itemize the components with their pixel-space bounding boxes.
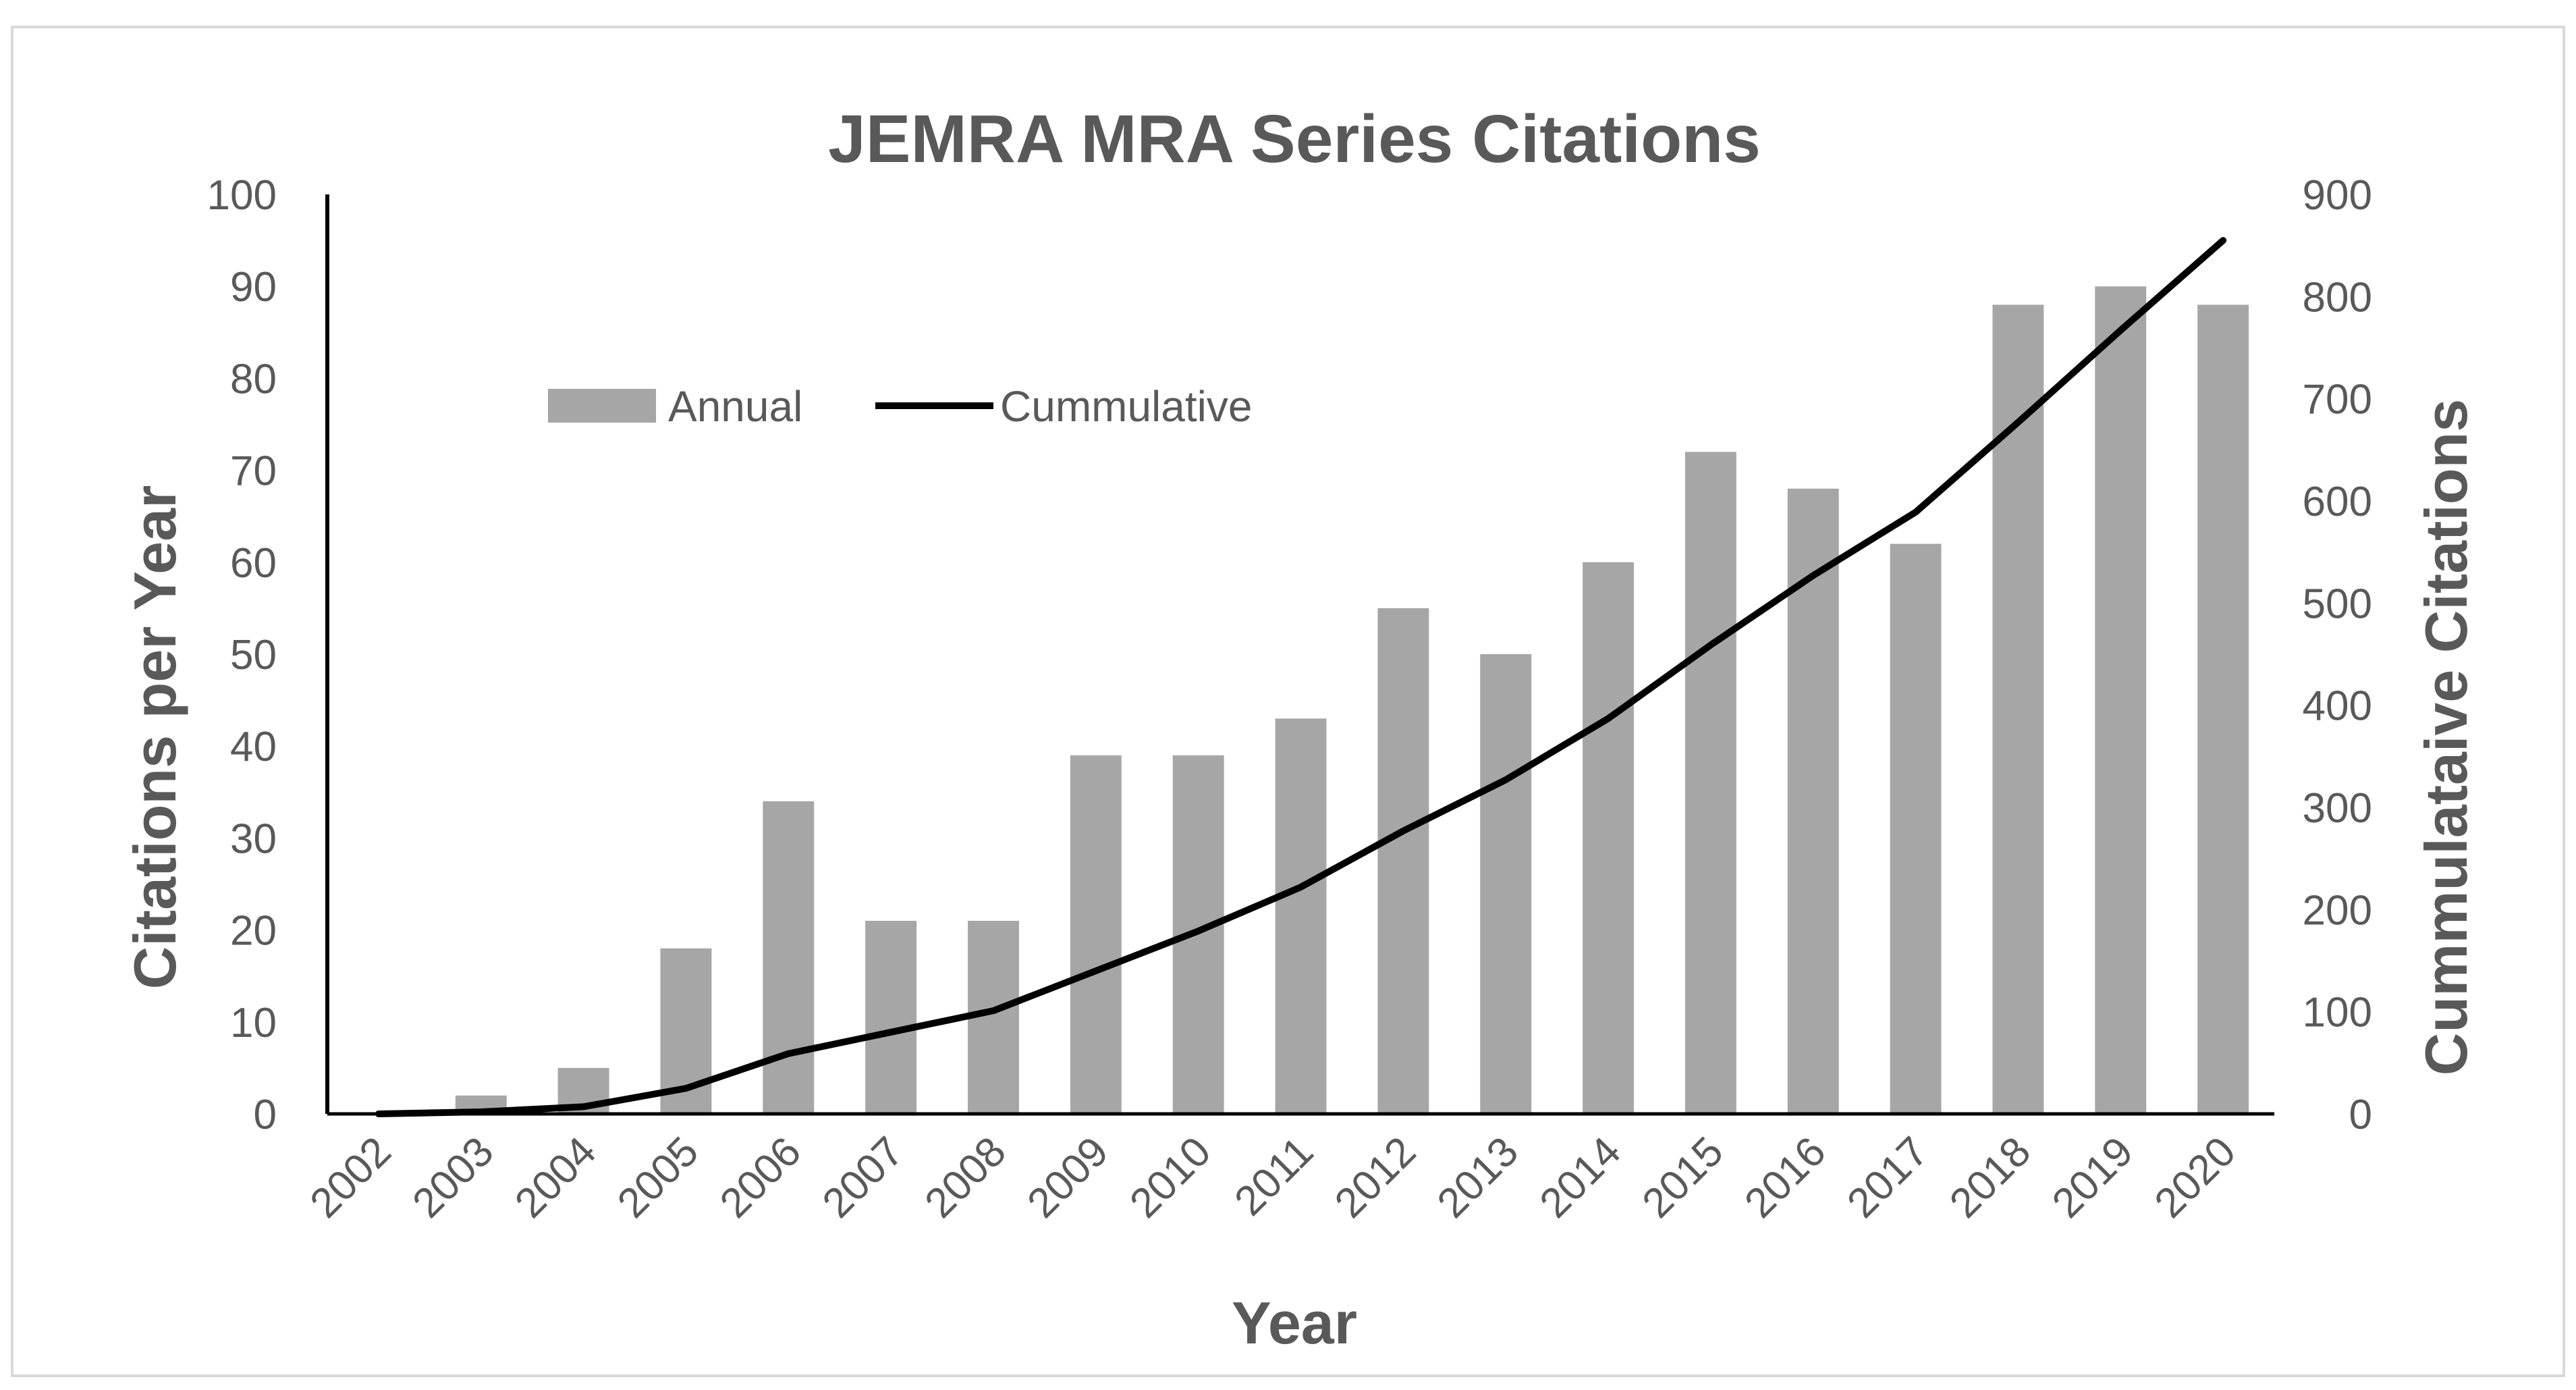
y2-tick-label: 100	[2303, 990, 2372, 1036]
y2-tick-label: 200	[2303, 887, 2372, 934]
y-tick-label: 20	[230, 908, 277, 955]
y-tick-label: 0	[254, 1092, 277, 1138]
legend: Annual Cummulative	[548, 382, 1252, 431]
line-series-cumulative	[375, 237, 2227, 1117]
bar-2012	[1377, 608, 1429, 1114]
y2-tick-label: 300	[2303, 785, 2372, 832]
y-tick-label: 80	[230, 356, 277, 402]
y-tick-label: 40	[230, 724, 277, 770]
bar-2013	[1480, 654, 1532, 1114]
y-tick-label: 50	[230, 632, 277, 678]
bar-series-annual	[455, 286, 2249, 1115]
y-axis-title: Citations per Year	[121, 485, 188, 990]
legend-label-cumulative: Cummulative	[1000, 382, 1252, 431]
y-tick-label: 70	[230, 448, 277, 495]
bar-2016	[1787, 488, 1839, 1114]
bar-2015	[1684, 452, 1736, 1114]
cumulative-line-path	[375, 237, 2227, 1117]
y-tick-label: 100	[207, 172, 277, 219]
x-axis-title: Year	[1232, 1289, 1357, 1356]
y2-tick-label: 500	[2303, 581, 2372, 627]
bar-2007	[865, 920, 917, 1114]
bar-2011	[1275, 718, 1327, 1114]
bar-2014	[1583, 562, 1634, 1114]
y-tick-label: 60	[230, 540, 277, 587]
legend-swatch-annual	[548, 389, 656, 423]
y2-tick-label: 0	[2349, 1092, 2372, 1138]
y2-tick-label: 400	[2303, 683, 2372, 730]
bar-2020	[2197, 304, 2249, 1115]
y-tick-label: 30	[230, 816, 277, 862]
left-axis-ticks: 0 10 20 30 40 50 60 70 80 90 100	[207, 172, 277, 1138]
y-tick-label: 10	[230, 1000, 277, 1046]
bar-2019	[2095, 286, 2147, 1115]
legend-label-annual: Annual	[668, 382, 802, 431]
y2-tick-label: 600	[2303, 479, 2372, 525]
y-tick-label: 90	[230, 264, 277, 311]
bar-2009	[1070, 755, 1122, 1114]
axes	[325, 194, 2274, 1116]
chart-title: JEMRA MRA Series Citations	[828, 101, 1761, 177]
y2-tick-label: 900	[2303, 172, 2372, 219]
right-axis-ticks: 0 100 200 300 400 500 600 700 800 900	[2303, 172, 2372, 1138]
y2-axis-title: Cummulataive Citations	[2413, 399, 2479, 1075]
y2-tick-label: 700	[2303, 377, 2372, 423]
bar-2006	[763, 801, 815, 1114]
y2-tick-label: 800	[2303, 274, 2372, 321]
bar-2017	[1890, 543, 1942, 1114]
